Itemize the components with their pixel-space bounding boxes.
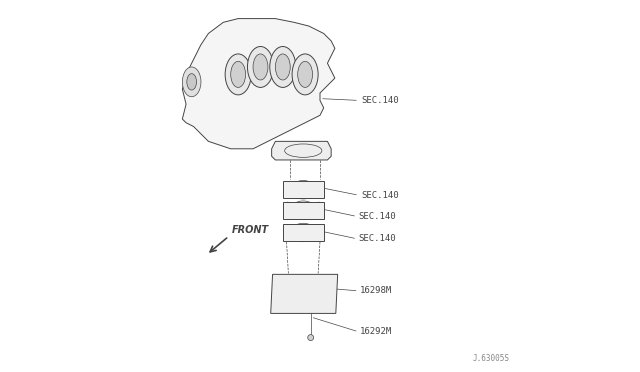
Ellipse shape (231, 61, 246, 87)
Ellipse shape (290, 201, 316, 219)
Bar (283, 182, 324, 198)
Text: SEC.140: SEC.140 (358, 212, 396, 221)
Ellipse shape (298, 61, 312, 87)
Polygon shape (182, 19, 335, 149)
Text: 16292M: 16292M (360, 327, 392, 336)
Ellipse shape (290, 223, 316, 242)
Ellipse shape (248, 46, 273, 87)
Ellipse shape (292, 54, 318, 95)
Ellipse shape (275, 54, 290, 80)
Bar (283, 224, 324, 241)
Bar (283, 202, 324, 219)
Ellipse shape (253, 54, 268, 80)
Ellipse shape (270, 46, 296, 87)
Text: SEC.140: SEC.140 (358, 234, 396, 243)
Ellipse shape (289, 283, 310, 304)
Polygon shape (271, 275, 338, 313)
Ellipse shape (308, 335, 314, 341)
Polygon shape (271, 141, 331, 160)
Ellipse shape (187, 74, 196, 90)
Ellipse shape (284, 278, 315, 310)
Text: SEC.140: SEC.140 (361, 96, 399, 105)
Text: 16298M: 16298M (360, 286, 392, 295)
Text: FRONT: FRONT (232, 225, 269, 235)
Ellipse shape (316, 281, 335, 307)
Ellipse shape (225, 54, 251, 95)
Ellipse shape (182, 67, 201, 97)
Ellipse shape (290, 180, 316, 199)
Text: SEC.140: SEC.140 (361, 191, 399, 200)
Text: J.63005S: J.63005S (472, 354, 509, 363)
